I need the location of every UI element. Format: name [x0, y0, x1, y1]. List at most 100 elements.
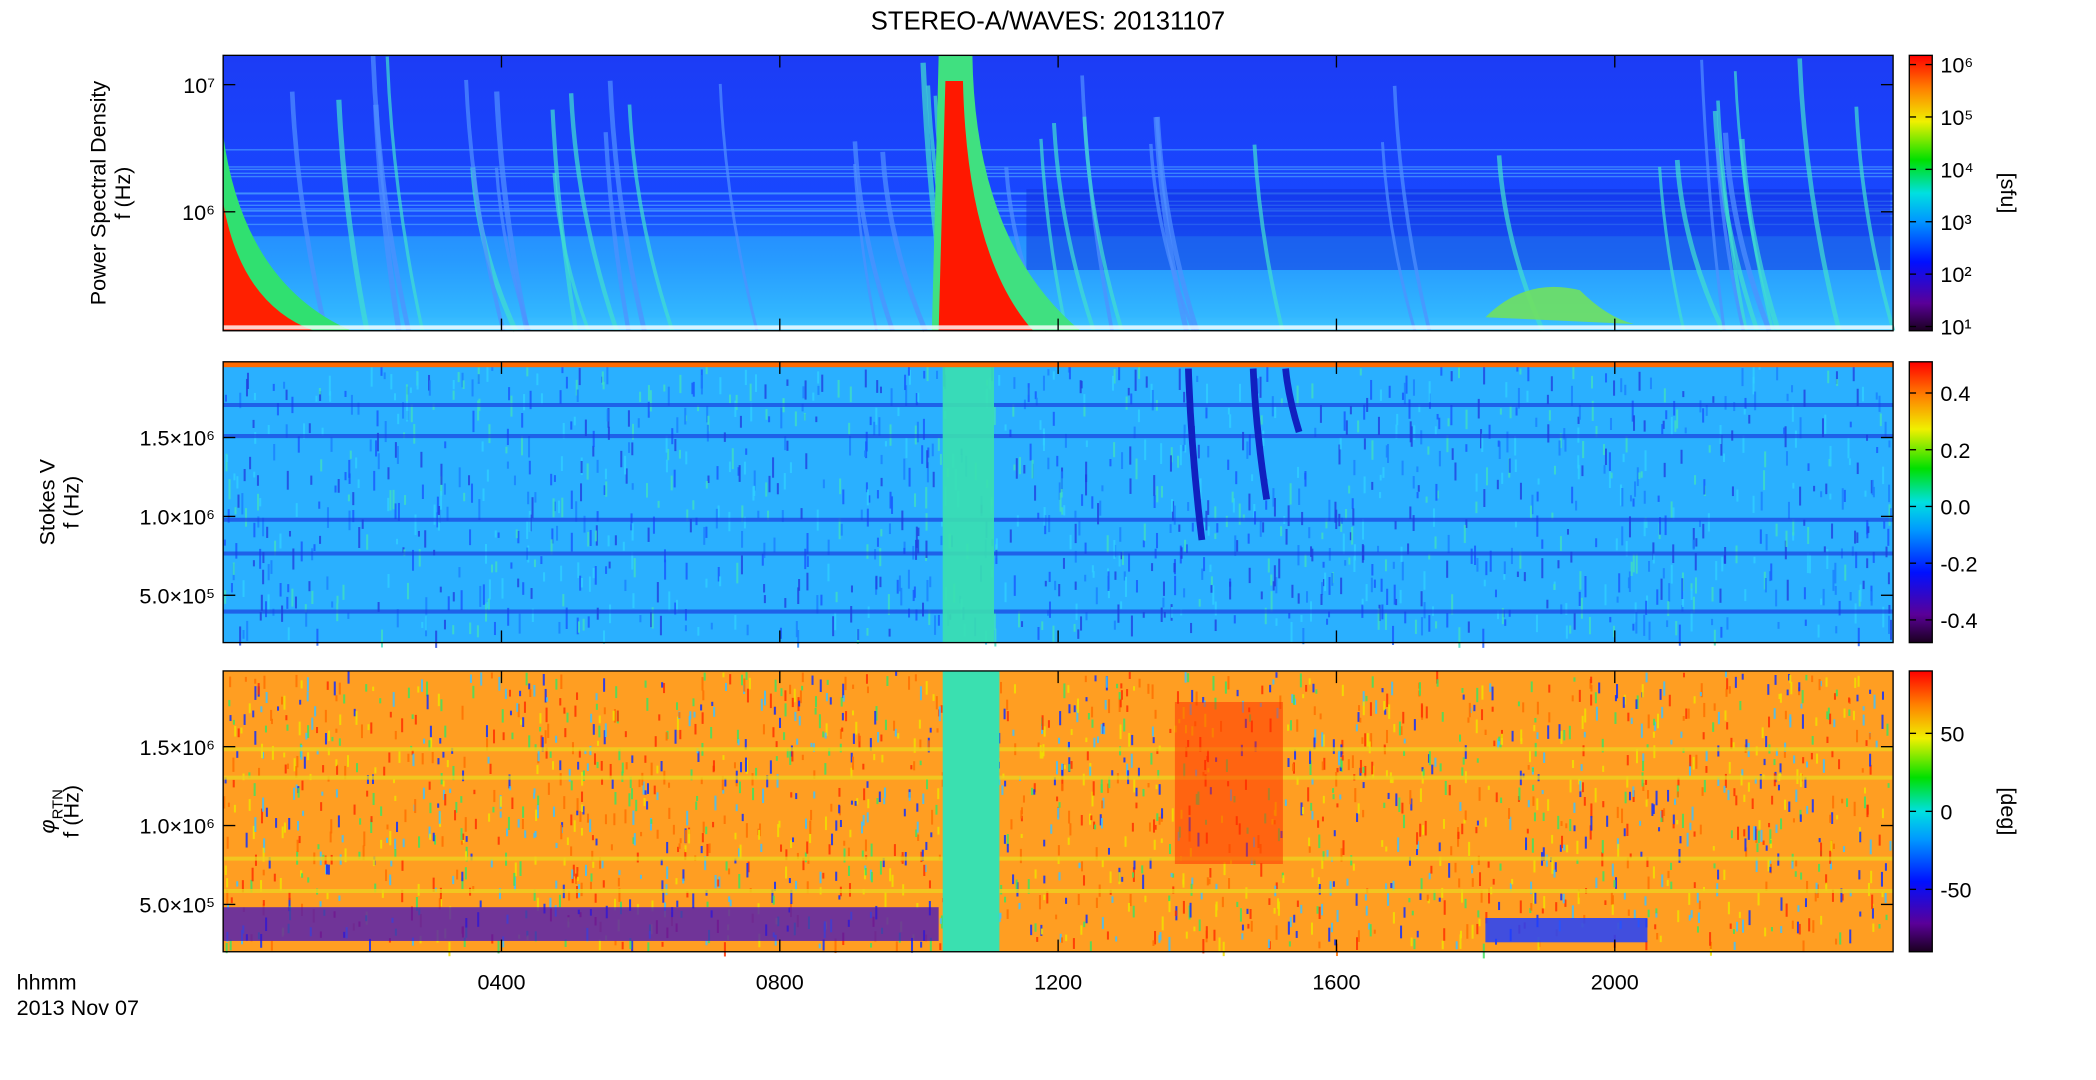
spectrogram-texture: [644, 680, 647, 688]
spectrogram-texture: [1371, 481, 1374, 490]
spectrogram-texture: [1800, 703, 1803, 709]
spectrogram-texture: [705, 526, 708, 538]
spectrogram-texture: [1450, 371, 1453, 382]
spectrogram-texture: [1616, 596, 1619, 603]
spectrogram-texture: [1678, 848, 1681, 863]
spectrogram-texture: [1444, 780, 1447, 795]
spectrogram-texture: [229, 676, 232, 688]
spectrogram-texture: [270, 940, 273, 951]
spectrogram-texture: [1342, 840, 1345, 855]
spectrogram-texture: [1085, 697, 1088, 702]
spectrogram-texture: [253, 522, 256, 538]
spectrogram-texture: [1547, 799, 1550, 811]
spectrogram-texture: [1409, 790, 1412, 805]
spectrogram-texture: [1312, 683, 1315, 693]
spectrogram-texture: [632, 593, 635, 609]
spectrogram-texture: [1884, 863, 1887, 871]
spectrogram-texture: [585, 864, 588, 876]
spectrogram-texture: [335, 695, 338, 702]
spectrogram-texture: [1073, 705, 1076, 713]
spectrogram-texture: [1420, 878, 1423, 891]
spectrogram-texture: [897, 733, 900, 739]
spectrogram-texture: [1111, 896, 1114, 903]
spectrogram-texture: [919, 686, 922, 701]
spectrogram-texture: [509, 710, 512, 716]
spectrogram-texture: [850, 800, 853, 805]
spectrogram-texture: [784, 690, 787, 701]
spectrogram-texture: [286, 724, 289, 731]
spectrogram-texture: [431, 751, 434, 764]
spectrogram-burst: [1149, 143, 1196, 332]
spectrogram-texture: [570, 421, 573, 430]
spectrogram-texture: [1760, 491, 1763, 511]
spectrogram-texture: [1209, 564, 1212, 573]
spectrogram-texture: [1794, 430, 1797, 448]
spectrogram-texture: [1623, 891, 1626, 900]
spectrogram-texture: [1322, 579, 1325, 587]
spectrogram-texture: [914, 493, 917, 507]
spectrogram-texture: [657, 500, 660, 508]
spectrogram-texture: [1711, 618, 1714, 626]
spectrogram-texture: [1590, 816, 1593, 831]
spectrogram-texture: [1274, 406, 1277, 419]
spectrogram-texture: [1666, 620, 1669, 628]
spectrogram-texture: [1053, 777, 1056, 786]
spectrogram-texture: [809, 832, 812, 844]
spectrogram-texture: [1183, 391, 1186, 403]
spectrogram-texture: [915, 609, 918, 621]
spectrogram-texture: [1533, 724, 1536, 732]
spectrogram-texture: [1558, 724, 1561, 739]
spectrogram-texture: [1799, 486, 1802, 506]
spectrogram-texture: [829, 697, 832, 705]
spectrogram-texture: [1736, 921, 1739, 932]
spectrogram-texture: [1227, 676, 1230, 690]
spectrogram-burst: [370, 55, 411, 332]
spectrogram-texture: [487, 598, 490, 611]
spectrogram-texture: [1757, 830, 1760, 843]
spectrogram-texture: [1499, 863, 1502, 871]
spectrogram-texture: [517, 530, 520, 544]
spectrogram-texture: [1630, 717, 1633, 724]
spectrogram-texture: [387, 467, 390, 480]
spectrogram-texture: [1712, 722, 1715, 732]
spectrogram-texture: [320, 459, 323, 472]
spectrogram-texture: [797, 629, 800, 648]
spectrogram-burst: [223, 135, 352, 331]
spectrogram-texture: [688, 829, 691, 844]
spectrogram-texture: [1144, 439, 1147, 461]
spectrogram-texture: [1543, 896, 1546, 909]
spectrogram-texture: [1604, 448, 1607, 466]
spectrogram-texture: [1328, 927, 1331, 942]
spectrogram-texture: [414, 799, 417, 814]
spectrogram-texture: [1311, 777, 1314, 785]
spectrogram-texture: [1829, 493, 1832, 500]
spectrogram-texture: [1385, 770, 1388, 778]
spectrogram-texture: [533, 684, 536, 697]
spectrogram-texture: [1432, 508, 1435, 527]
spectrogram-texture: [1645, 941, 1648, 951]
spectrogram-texture: [1744, 838, 1747, 852]
spectrogram-texture: [1242, 514, 1245, 521]
spectrogram-texture: [1643, 420, 1646, 432]
spectrogram-texture: [767, 510, 770, 521]
spectrogram-texture: [1822, 588, 1825, 606]
spectrogram-texture: [1471, 924, 1474, 939]
spectrogram-texture: [1471, 878, 1474, 887]
spectrogram-texture: [1104, 699, 1107, 710]
spectrogram-texture: [233, 473, 236, 481]
spectrogram-texture: [935, 804, 938, 815]
spectrogram-texture: [1584, 708, 1587, 723]
spectrogram-texture: [339, 714, 342, 726]
spectrogram-texture: [1652, 731, 1655, 738]
spectrogram-texture: [1370, 733, 1373, 747]
spectrogram-texture: [1384, 559, 1387, 572]
spectrogram-texture: [1403, 382, 1406, 405]
spectrogram-texture: [409, 387, 412, 393]
spectrogram-texture: [1305, 684, 1308, 692]
spectrogram-texture: [1107, 571, 1110, 591]
spectrogram-texture: [940, 915, 943, 929]
spectrogram-texture: [1760, 829, 1763, 842]
spectrogram-texture: [806, 556, 809, 567]
spectrogram-texture: [1623, 828, 1626, 837]
spectrogram-texture: [658, 714, 661, 721]
